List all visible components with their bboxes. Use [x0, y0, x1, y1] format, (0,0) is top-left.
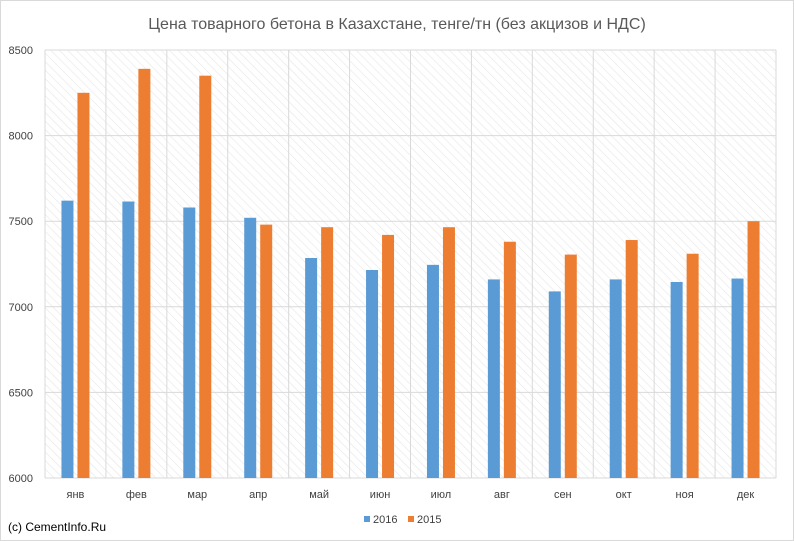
x-tick-label: сен: [554, 489, 572, 501]
bar-2015-мар: [199, 75, 212, 479]
legend-swatch-2016: [364, 516, 370, 522]
chart-title: Цена товарного бетона в Казахстане, тенг…: [148, 16, 646, 33]
y-tick-label: 8000: [9, 131, 33, 143]
bar-2015-июн: [382, 234, 395, 478]
bar-2015-авг: [503, 241, 516, 478]
bar-2016-ноя: [670, 281, 683, 478]
bar-2015-апр: [260, 224, 273, 478]
x-axis: янв фев мар апр май июн июл авг сен окт ноя дек: [67, 489, 755, 501]
bar-2016-апр: [244, 217, 257, 478]
bar-2016-май: [305, 258, 318, 478]
bar-2016-дек: [731, 278, 744, 478]
x-tick-label: ноя: [676, 489, 694, 501]
bar-2015-дек: [747, 221, 760, 478]
x-tick-label: дек: [737, 489, 755, 501]
x-tick-label: июл: [431, 489, 452, 501]
bar-2015-окт: [625, 240, 638, 478]
y-tick-label: 8500: [9, 45, 33, 57]
x-tick-label: мар: [187, 489, 207, 501]
bar-2015-сен: [564, 254, 577, 478]
y-tick-label: 7000: [9, 302, 33, 314]
y-tick-label: 6000: [9, 473, 33, 485]
bars: [61, 68, 760, 479]
bar-2016-сен: [548, 291, 561, 478]
bar-2016-фев: [122, 201, 135, 478]
x-tick-label: фев: [126, 489, 147, 501]
x-tick-label: янв: [67, 489, 85, 501]
bar-2015-май: [321, 227, 334, 478]
bar-2015-ноя: [686, 253, 699, 478]
y-tick-label: 6500: [9, 387, 33, 399]
bar-2016-июл: [426, 264, 439, 478]
bar-2016-янв: [61, 200, 74, 478]
legend-label-2015: 2015: [417, 514, 441, 526]
x-tick-label: апр: [249, 489, 267, 501]
legend-swatch-2015: [408, 516, 414, 522]
x-tick-label: окт: [616, 489, 632, 501]
bar-2015-фев: [138, 68, 151, 478]
y-tick-label: 7500: [9, 216, 33, 228]
legend-label-2016: 2016: [373, 514, 397, 526]
bar-2016-июн: [366, 269, 379, 478]
credit-text: (c) CementInfo.Ru: [8, 520, 106, 534]
gridlines: [44, 49, 777, 479]
x-tick-label: май: [309, 489, 329, 501]
bar-2016-авг: [487, 279, 500, 478]
bar-2016-мар: [183, 207, 196, 478]
x-tick-label: июн: [370, 489, 390, 501]
bar-2016-окт: [609, 279, 622, 478]
x-tick-label: авг: [494, 489, 510, 501]
legend: 2016 2015: [364, 514, 441, 526]
y-axis: 6000 6500 7000 7500 8000 8500: [9, 45, 33, 485]
bar-2015-июл: [442, 227, 455, 478]
bar-2015-янв: [77, 92, 90, 479]
